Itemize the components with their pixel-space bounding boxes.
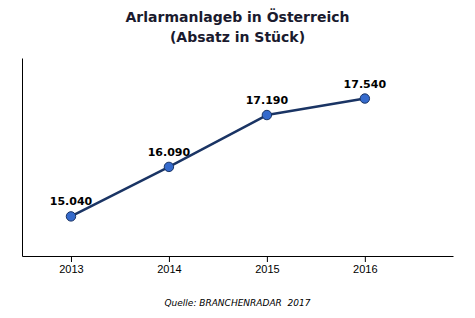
x-tick: 2014 <box>157 256 181 275</box>
x-tick-label: 2014 <box>157 263 181 275</box>
marks <box>66 94 369 221</box>
title: Arlarmanlageb in Österreich <box>126 8 350 25</box>
line <box>71 99 365 217</box>
data-label: 17.540 <box>344 78 387 91</box>
data-label: 16.090 <box>148 146 191 159</box>
x-tick-label: 2015 <box>255 263 279 275</box>
marker <box>66 212 75 221</box>
marker <box>360 94 369 103</box>
marker <box>262 110 271 119</box>
x-tick: 2015 <box>255 256 279 275</box>
x-tick-mark <box>267 256 268 262</box>
source: Quelle: BRANCHENRADAR 2017 <box>165 298 311 308</box>
x-tick-mark <box>365 256 366 262</box>
x-axis-line <box>23 256 454 257</box>
plot: 2013 2014 2015 2016 15.040 16.090 17.190 17.540 <box>23 59 454 275</box>
x-tick-mark <box>169 256 170 262</box>
x-tick-label: 2016 <box>353 263 377 275</box>
y-axis <box>22 59 23 257</box>
x-tick-mark <box>71 256 72 262</box>
subtitle: (Absatz in Stück) <box>170 29 305 45</box>
x-tick: 2013 <box>59 256 83 275</box>
data-labels: 15.040 16.090 17.190 17.540 <box>50 78 387 209</box>
data-label: 15.040 <box>50 195 93 208</box>
x-axis: 2013 2014 2015 2016 <box>23 256 454 275</box>
data-label: 17.190 <box>246 94 289 107</box>
chart: Arlarmanlageb in Österreich (Absatz in St… <box>0 0 475 318</box>
marker <box>164 162 173 171</box>
x-tick: 2016 <box>353 256 377 275</box>
y-axis-line <box>22 59 23 257</box>
x-tick-label: 2013 <box>59 263 83 275</box>
